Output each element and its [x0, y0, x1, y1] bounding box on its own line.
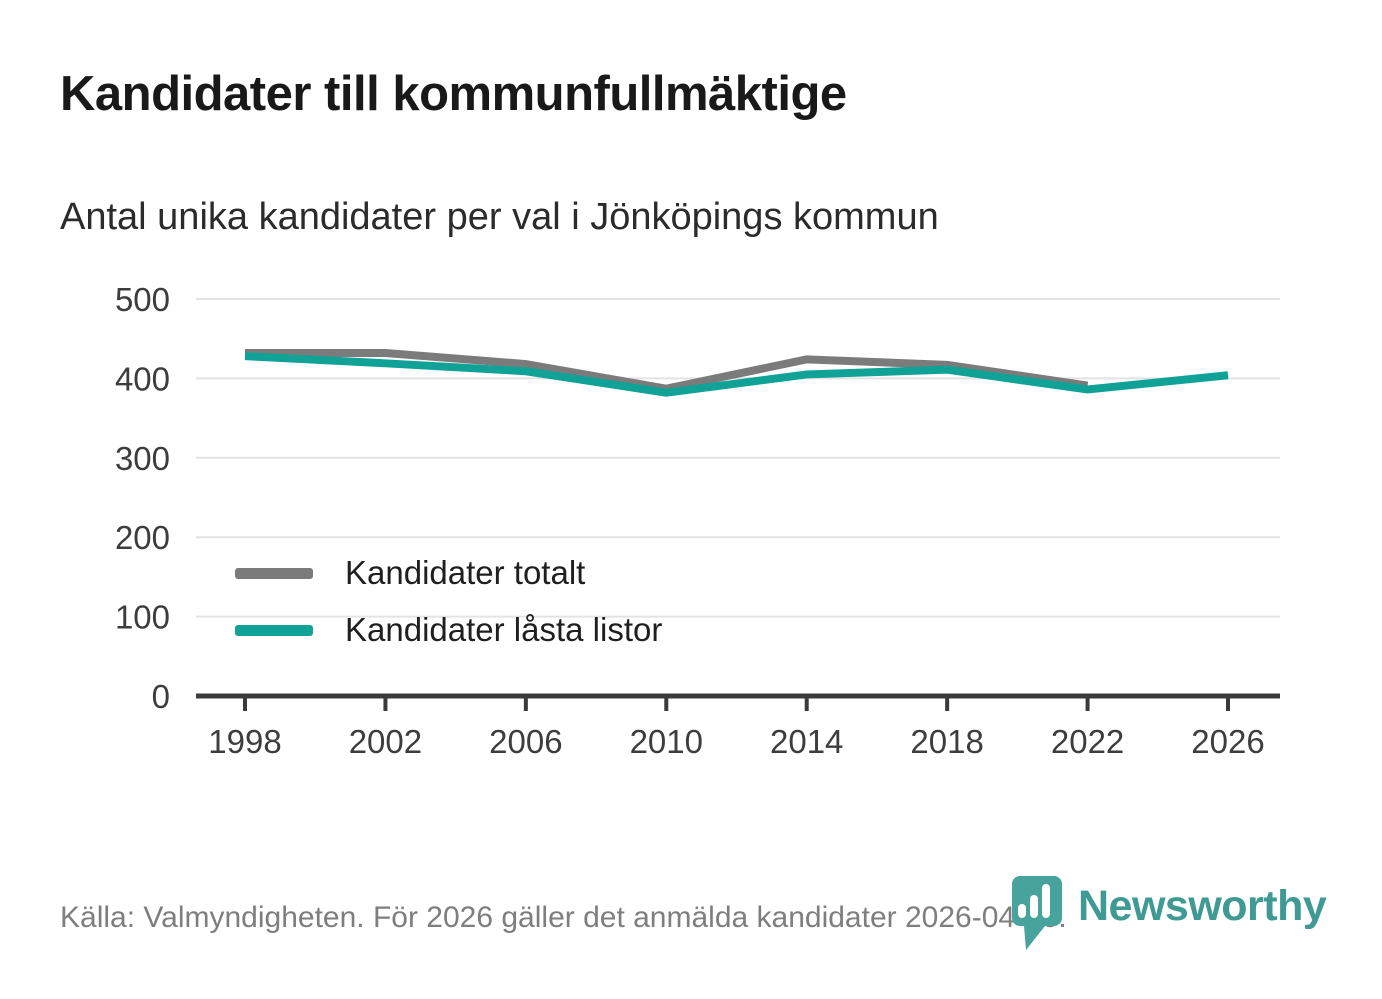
y-axis-tick-label: 400 [115, 360, 170, 397]
x-axis-tick-label: 2006 [489, 723, 562, 760]
legend-swatch-total-icon [235, 567, 313, 579]
chart-title: Kandidater till kommunfullmäktige [60, 67, 847, 121]
x-axis-tick-label: 2022 [1051, 723, 1124, 760]
x-axis-tick-label: 1998 [208, 723, 281, 760]
x-axis-tick-label: 2010 [630, 723, 703, 760]
x-axis-tick-label: 2002 [349, 723, 422, 760]
newsworthy-logo: Newsworthy [1008, 874, 1327, 952]
line-series-locked [244, 352, 1229, 397]
x-axis-tick-label: 2026 [1191, 723, 1264, 760]
legend-swatch-locked-icon [235, 624, 313, 636]
y-axis-tick-label: 200 [115, 519, 170, 556]
legend-label-locked: Kandidater låsta listor [345, 611, 663, 648]
y-axis-tick-label: 500 [115, 281, 170, 318]
legend-label-total: Kandidater totalt [345, 554, 586, 591]
y-axis-tick-label: 100 [115, 599, 170, 636]
chart-legend: Kandidater totalt Kandidater låsta listo… [235, 551, 662, 665]
chart-subtitle: Antal unika kandidater per val i Jönköpi… [60, 196, 939, 238]
newsworthy-logo-icon [1012, 876, 1062, 950]
x-axis-tick-label: 2018 [910, 723, 983, 760]
legend-item-total: Kandidater totalt [235, 551, 662, 595]
y-axis-tick-label: 0 [152, 678, 170, 715]
legend-item-locked: Kandidater låsta listor [235, 608, 662, 652]
newsworthy-wordmark: Newsworthy [1078, 882, 1327, 930]
source-note: Källa: Valmyndigheten. För 2026 gäller d… [60, 901, 1067, 934]
x-axis-tick-label: 2014 [770, 723, 843, 760]
y-axis-tick-label: 300 [115, 440, 170, 477]
